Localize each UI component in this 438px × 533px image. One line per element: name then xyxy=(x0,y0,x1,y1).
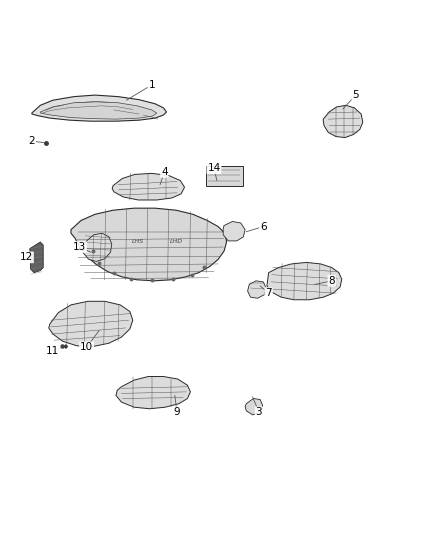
Polygon shape xyxy=(30,242,43,273)
Text: 3: 3 xyxy=(256,407,262,417)
Polygon shape xyxy=(323,106,363,138)
Text: 5: 5 xyxy=(352,90,359,100)
Polygon shape xyxy=(112,173,184,200)
Polygon shape xyxy=(49,301,133,346)
Polygon shape xyxy=(247,281,266,298)
Text: LHS: LHS xyxy=(132,239,145,245)
Polygon shape xyxy=(223,222,245,241)
Polygon shape xyxy=(267,262,342,300)
Text: 11: 11 xyxy=(46,346,60,356)
Text: 12: 12 xyxy=(20,252,33,262)
Text: 9: 9 xyxy=(173,407,180,417)
Polygon shape xyxy=(84,233,112,261)
Polygon shape xyxy=(116,376,191,409)
Polygon shape xyxy=(40,102,157,119)
Text: 7: 7 xyxy=(265,288,272,298)
Polygon shape xyxy=(245,399,263,415)
Text: 6: 6 xyxy=(260,222,266,232)
Text: 14: 14 xyxy=(207,163,221,173)
Text: 4: 4 xyxy=(161,167,168,177)
Text: LHD: LHD xyxy=(170,239,183,245)
Text: 1: 1 xyxy=(148,80,155,90)
Polygon shape xyxy=(71,208,226,281)
Polygon shape xyxy=(32,95,166,121)
Text: 13: 13 xyxy=(73,242,86,252)
Text: 8: 8 xyxy=(328,276,335,286)
FancyBboxPatch shape xyxy=(205,166,243,185)
Text: 2: 2 xyxy=(28,136,35,146)
Text: 10: 10 xyxy=(80,342,93,352)
